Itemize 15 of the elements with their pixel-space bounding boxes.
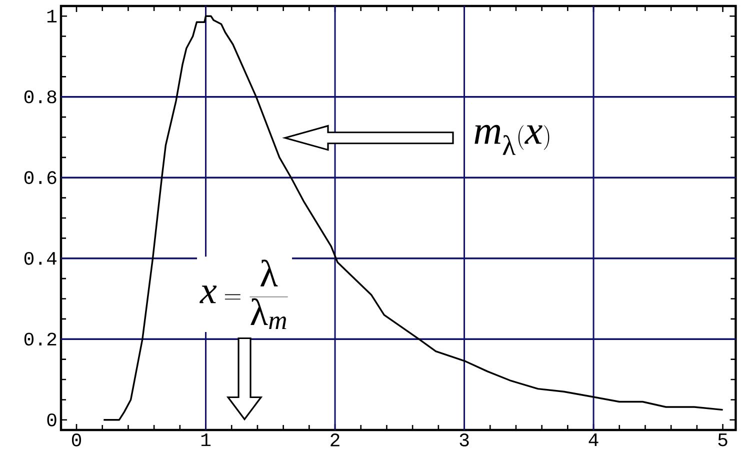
x-tick-label: 5: [718, 434, 728, 446]
x-tick-label: 2: [330, 434, 340, 446]
y-tick-label: 1: [47, 10, 57, 22]
y-tick-label: 0: [47, 413, 56, 426]
x-tick-label: 3: [460, 434, 469, 446]
y-tick-label: 0.2: [24, 332, 56, 346]
x-tick-label: 4: [588, 434, 598, 446]
annotation: $m_\lambda(x)$: [474, 124, 550, 155]
y-tick-label: 0.4: [24, 252, 57, 265]
line-series: [102, 15, 724, 421]
x-tick-label: 1: [201, 434, 211, 446]
y-tick-label: 0.8: [24, 90, 56, 104]
x-axis-title: $x =\frac{\lambda}{\lambda_m}$: [200, 260, 288, 330]
y-tick-label: 0.6: [24, 171, 56, 184]
x-tick-label: 0: [72, 434, 82, 446]
